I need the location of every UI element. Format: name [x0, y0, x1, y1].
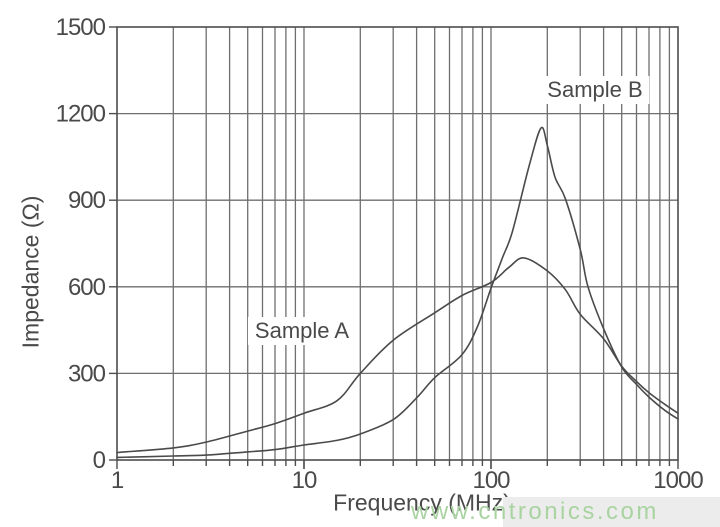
watermark-background — [503, 497, 720, 527]
plot-border — [116, 26, 679, 461]
curve-sample-a — [116, 257, 679, 454]
x-axis-title: Frequency (MHz) — [333, 489, 511, 516]
horizontal-gridlines — [117, 112, 678, 375]
x-tick-label: 100 — [472, 467, 510, 494]
x-tick-label: 1 — [111, 467, 124, 494]
vertical-gridlines — [172, 27, 671, 460]
y-tick-label: 0 — [93, 447, 106, 474]
series-label-sample-a: Sample A — [247, 317, 357, 345]
y-tick-labels: 0 300 600 900 1200 1500 — [56, 14, 107, 474]
y-tick-label: 300 — [68, 360, 106, 387]
y-tick-label: 1200 — [56, 101, 106, 128]
y-tick-label: 600 — [68, 274, 106, 301]
x-tick-labels: 1 10 100 1000 — [111, 467, 705, 494]
x-tick-label: 10 — [292, 467, 317, 494]
x-axis-ticks — [116, 460, 679, 469]
y-tick-label: 1500 — [56, 14, 106, 41]
curve-sample-b — [116, 126, 679, 459]
y-axis-ticks — [109, 26, 117, 461]
series-label-sample-b: Sample B — [540, 76, 650, 104]
data-curves — [116, 126, 679, 459]
y-axis-title: Impedance (Ω) — [17, 195, 44, 349]
watermark-text: www.cntronics.com — [411, 498, 659, 525]
x-tick-label: 1000 — [653, 467, 703, 494]
plot-border-rect — [116, 26, 679, 461]
y-tick-label: 900 — [68, 187, 106, 214]
